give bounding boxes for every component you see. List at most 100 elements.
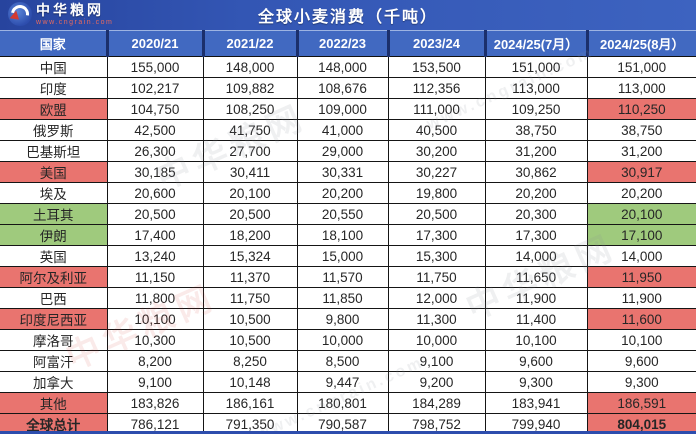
value-cell: 17,300: [484, 224, 588, 246]
column-header-row: 国家 2020/21 2021/22 2022/23 2023/24 2024/25(7月…: [0, 30, 696, 57]
value-cell: 30,227: [387, 161, 486, 183]
value-cell: 41,000: [296, 119, 389, 141]
country-cell: 巴基斯坦: [0, 140, 108, 162]
table-row: 阿尔及利亚 11,150 11,370 11,570 11,750 11,650 11,95…: [0, 266, 696, 288]
value-cell: 799,940: [484, 413, 588, 431]
value-cell: 104,750: [106, 98, 204, 120]
value-cell: 38,750: [586, 119, 696, 141]
value-cell: 41,750: [202, 119, 298, 141]
value-cell: 11,750: [202, 287, 298, 309]
value-cell: 29,000: [296, 140, 389, 162]
country-cell: 土耳其: [0, 203, 108, 225]
value-cell: 11,370: [202, 266, 298, 288]
value-cell: 180,801: [296, 392, 389, 414]
value-cell: 13,240: [106, 245, 204, 267]
value-cell: 11,900: [586, 287, 696, 309]
value-cell: 17,100: [586, 224, 696, 246]
value-cell: 8,200: [106, 350, 204, 372]
value-cell: 20,600: [106, 182, 204, 204]
year-column-header: 2024/25(8月）: [585, 30, 696, 57]
value-cell: 30,917: [586, 161, 696, 183]
table-row: 俄罗斯 42,500 41,750 41,000 40,500 38,750 38,750: [0, 119, 696, 141]
value-cell: 20,200: [484, 182, 588, 204]
value-cell: 186,591: [586, 392, 696, 414]
value-cell: 10,000: [387, 329, 486, 351]
value-cell: 11,300: [387, 308, 486, 330]
year-column-header: 2021/22: [201, 30, 297, 57]
country-column-header: 国家: [0, 30, 107, 57]
table-row: 美国 30,185 30,411 30,331 30,227 30,862 30,917: [0, 161, 696, 183]
value-cell: 11,750: [387, 266, 486, 288]
value-cell: 10,100: [106, 308, 204, 330]
country-cell: 阿富汗: [0, 350, 108, 372]
value-cell: 10,100: [586, 329, 696, 351]
table-row: 埃及 20,600 20,100 20,200 19,800 20,200 20,200: [0, 182, 696, 204]
country-cell: 俄罗斯: [0, 119, 108, 141]
value-cell: 38,750: [484, 119, 588, 141]
value-cell: 109,000: [296, 98, 389, 120]
value-cell: 9,100: [387, 350, 486, 372]
value-cell: 9,800: [296, 308, 389, 330]
value-cell: 11,950: [586, 266, 696, 288]
country-cell: 巴西: [0, 287, 108, 309]
title-band: 中华粮网 www.cngrain.com 全球小麦消费（千吨）: [0, 0, 696, 30]
value-cell: 791,350: [202, 413, 298, 431]
country-cell: 中国: [0, 56, 108, 78]
value-cell: 14,000: [586, 245, 696, 267]
value-cell: 10,500: [202, 308, 298, 330]
value-cell: 151,000: [586, 56, 696, 78]
value-cell: 11,570: [296, 266, 389, 288]
value-cell: 42,500: [106, 119, 204, 141]
country-cell: 摩洛哥: [0, 329, 108, 351]
cngrain-logo: 中华粮网 www.cngrain.com: [8, 2, 113, 26]
value-cell: 14,000: [484, 245, 588, 267]
value-cell: 102,217: [106, 77, 204, 99]
value-cell: 798,752: [387, 413, 486, 431]
value-cell: 9,300: [484, 371, 588, 393]
value-cell: 30,862: [484, 161, 588, 183]
value-cell: 20,200: [586, 182, 696, 204]
value-cell: 148,000: [202, 56, 298, 78]
table-row: 伊朗 17,400 18,200 18,100 17,300 17,300 17,100: [0, 224, 696, 246]
value-cell: 17,300: [387, 224, 486, 246]
value-cell: 111,000: [387, 98, 486, 120]
country-cell: 埃及: [0, 182, 108, 204]
value-cell: 113,000: [586, 77, 696, 99]
value-cell: 15,000: [296, 245, 389, 267]
value-cell: 11,850: [296, 287, 389, 309]
table-row: 巴基斯坦 26,300 27,700 29,000 30,200 31,200 31,200: [0, 140, 696, 162]
country-cell: 加拿大: [0, 371, 108, 393]
country-cell: 印度: [0, 77, 108, 99]
country-cell: 美国: [0, 161, 108, 183]
value-cell: 183,941: [484, 392, 588, 414]
country-cell: 全球总计: [0, 413, 108, 431]
year-column-header: 2024/25(7月）: [483, 30, 587, 57]
value-cell: 184,289: [387, 392, 486, 414]
value-cell: 790,587: [296, 413, 389, 431]
value-cell: 10,500: [202, 329, 298, 351]
country-cell: 其他: [0, 392, 108, 414]
value-cell: 26,300: [106, 140, 204, 162]
table-row: 中国 155,000 148,000 148,000 153,500 151,000 151…: [0, 56, 696, 78]
value-cell: 9,600: [484, 350, 588, 372]
table-row: 土耳其 20,500 20,500 20,550 20,500 20,300 20,100: [0, 203, 696, 225]
value-cell: 17,400: [106, 224, 204, 246]
value-cell: 30,331: [296, 161, 389, 183]
value-cell: 10,000: [296, 329, 389, 351]
value-cell: 40,500: [387, 119, 486, 141]
value-cell: 15,300: [387, 245, 486, 267]
value-cell: 10,100: [484, 329, 588, 351]
total-row: 全球总计 786,121 791,350 790,587 798,752 799,940 8…: [0, 413, 696, 431]
table-row: 摩洛哥 10,300 10,500 10,000 10,000 10,100 10,100: [0, 329, 696, 351]
value-cell: 11,900: [484, 287, 588, 309]
country-cell: 阿尔及利亚: [0, 266, 108, 288]
table-row: 巴西 11,800 11,750 11,850 12,000 11,900 11,900: [0, 287, 696, 309]
value-cell: 9,300: [586, 371, 696, 393]
value-cell: 11,600: [586, 308, 696, 330]
cngrain-logo-icon: [8, 2, 32, 26]
value-cell: 183,826: [106, 392, 204, 414]
value-cell: 27,700: [202, 140, 298, 162]
table-row: 印度 102,217 109,882 108,676 112,356 113,000 113…: [0, 77, 696, 99]
value-cell: 20,500: [202, 203, 298, 225]
